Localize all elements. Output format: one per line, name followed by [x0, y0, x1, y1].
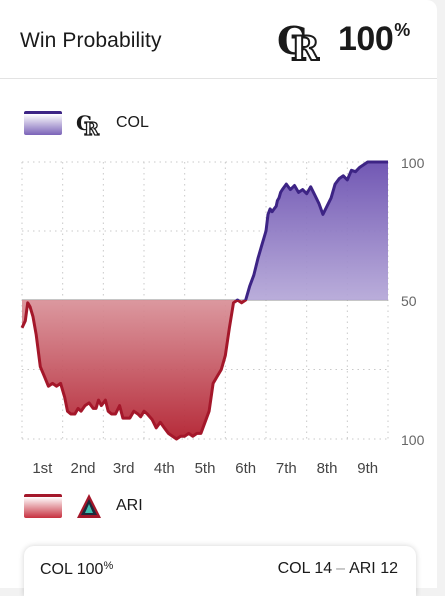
x-tick-label: 3rd: [113, 460, 135, 477]
leader-summary: COL 100%: [40, 560, 114, 578]
x-tick-label: 7th: [276, 460, 297, 477]
col-rockies-logo-icon: C R: [76, 111, 101, 136]
leader-win-probability: 100%: [338, 20, 410, 58]
win-probability-card: Win Probability C R 100% C R COL 100 50 10…: [0, 0, 437, 588]
col-line: [234, 160, 388, 300]
col-legend-label: COL: [116, 114, 149, 131]
x-tick-label: 1st: [32, 460, 53, 477]
col-rockies-logo-icon: C R: [277, 18, 320, 64]
svg-text:C: C: [277, 18, 307, 63]
x-tick-label: 9th: [357, 460, 378, 477]
legend-col: C R COL: [24, 110, 149, 136]
x-tick-label: 6th: [235, 460, 256, 477]
ari-line: [20, 300, 248, 441]
ari-area: [22, 300, 388, 439]
svg-text:C: C: [76, 111, 92, 135]
svg-text:R: R: [84, 119, 100, 136]
x-tick-label: 2nd: [70, 460, 95, 477]
x-tick-label: 8th: [317, 460, 338, 477]
win-probability-chart: 100 50 100 1st 2nd 3rd 4th 5th 6th 7th 8th 9th: [20, 155, 425, 477]
col-swatch: [24, 111, 62, 135]
y-axis-label: 50: [401, 293, 417, 309]
y-axis-label: 100: [401, 432, 425, 448]
x-tick-label: 5th: [195, 460, 216, 477]
legend-ari: ARI: [24, 493, 143, 519]
ari-dbacks-logo-icon: [77, 494, 101, 518]
card-title: Win Probability: [20, 29, 162, 52]
game-score: COL 14– ARI 12: [277, 560, 398, 577]
ari-swatch: [24, 494, 62, 518]
ari-legend-label: ARI: [116, 497, 143, 514]
svg-text:R: R: [291, 29, 320, 64]
col-area: [22, 162, 388, 300]
y-axis-label: 100: [401, 155, 425, 171]
card-header: Win Probability C R 100%: [0, 0, 437, 79]
score-summary[interactable]: COL 100% COL 14– ARI 12: [24, 546, 416, 596]
x-tick-label: 4th: [154, 460, 175, 477]
